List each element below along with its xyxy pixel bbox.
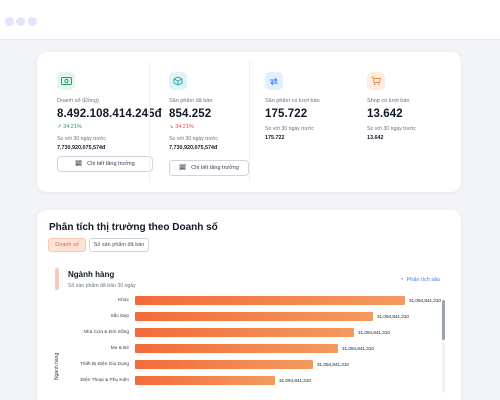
market-analysis-card: Phân tích thị trường theo Doanh số Doanh… [37, 210, 461, 400]
bar-value-label: 31,094,841,310 [342, 346, 374, 351]
growth-detail-label: Chi tiết tăng trưởng [87, 161, 135, 167]
trend-percent: 34.21% [175, 124, 194, 130]
bar-row: Khác 31,094,841,310 [47, 296, 447, 305]
stat-previous: 7,730,920,075,574đ [169, 145, 218, 151]
trend-up-icon: ↗ [57, 124, 62, 130]
bar-value-label: 31,094,841,310 [377, 314, 409, 319]
stat-value: 8.492.108.414.245đ [57, 108, 162, 120]
trend-down: ↘ 34.21% [169, 124, 194, 130]
analysis-icon: ◔ [400, 277, 404, 283]
scrollbar-thumb[interactable] [442, 300, 445, 340]
tab-products-sold[interactable]: Số sản phẩm đã bán [89, 238, 149, 252]
stat-previous: 7,730,920,075,574đ [57, 145, 106, 151]
window-dot-icon[interactable] [5, 17, 14, 26]
bar[interactable] [135, 296, 405, 305]
bar-row: Điện Thoại & Phụ Kiện 31,094,841,310 [47, 376, 447, 385]
tab-revenue[interactable]: Doanh số [48, 238, 86, 252]
stat-previous: 175.722 [265, 135, 285, 141]
bar-category-label: Khác [118, 298, 129, 303]
bar-category-label: Điện Thoại & Phụ Kiện [80, 378, 129, 383]
window-dot-icon[interactable] [16, 17, 25, 26]
stat-previous: 13.642 [367, 135, 384, 141]
stat-label: Doanh số (Đồng) [57, 98, 99, 104]
trend-up: ↗ 34.21% [57, 124, 82, 130]
stats-card: Doanh số (Đồng) 8.492.108.414.245đ ↗ 34.… [37, 52, 461, 192]
window-topbar [0, 0, 500, 40]
divider [149, 62, 150, 182]
section-title: Phân tích thị trường theo Doanh số [49, 222, 218, 233]
chart-icon: 📈︎ [75, 161, 83, 167]
stat-value: 854.252 [169, 108, 212, 120]
bar-category-label: Thiết Bị Điện Gia Dụng [79, 362, 129, 367]
bar-row: Mẹ & Bé 31,094,841,310 [47, 344, 447, 353]
category-accent [55, 268, 59, 290]
stat-value: 175.722 [265, 108, 308, 120]
stat-revenue: Doanh số (Đồng) 8.492.108.414.245đ ↗ 34.… [37, 52, 162, 192]
bar[interactable] [135, 344, 338, 353]
bar-category-label: Mẹ & Bé [110, 346, 129, 351]
bar-value-label: 31,094,841,310 [279, 378, 311, 383]
stat-value: 13.642 [367, 108, 403, 120]
money-icon [57, 72, 75, 90]
divider [249, 62, 250, 182]
growth-detail-label: Chi tiết tăng trưởng [191, 165, 239, 171]
growth-detail-button[interactable]: 📈︎ Chi tiết tăng trưởng [169, 160, 249, 176]
window-dot-icon[interactable] [28, 17, 37, 26]
chart-icon: 📈︎ [179, 165, 187, 171]
stat-products-with-sales: Sản phẩm có lượt bán 175.722 So với 30 n… [245, 52, 345, 192]
bar[interactable] [135, 376, 275, 385]
bar[interactable] [135, 328, 354, 337]
bar-value-label: 31,094,841,310 [358, 330, 390, 335]
stat-shops-with-sales: Shop có lượt bán 13.642 So với 30 ngày t… [347, 52, 447, 192]
stat-label: Sản phẩm có lượt bán [265, 98, 320, 104]
chart-scrollbar[interactable] [442, 300, 445, 393]
bar-row: Nhà Cửa & Đời Sống 31,094,841,310 [47, 328, 447, 337]
bar-category-label: Nhà Cửa & Đời Sống [83, 330, 129, 335]
bar-value-label: 31,094,841,310 [317, 362, 349, 367]
stat-label: Sản phẩm đã bán [169, 98, 213, 104]
bar-row: Thiết Bị Điện Gia Dụng 31,094,841,310 [47, 360, 447, 369]
bar-category-label: Sắc Đẹp [110, 314, 129, 319]
bar-row: Sắc Đẹp 31,094,841,310 [47, 312, 447, 321]
growth-detail-button[interactable]: 📈︎ Chi tiết tăng trưởng [57, 156, 153, 172]
box-icon [169, 72, 187, 90]
stat-compare: So với 30 ngày trước [367, 126, 416, 132]
bar[interactable] [135, 312, 373, 321]
bar-value-label: 31,094,841,310 [409, 298, 441, 303]
deep-analysis-link[interactable]: ◔ Phân tích sâu [400, 277, 440, 283]
category-bar-chart: Khác 31,094,841,310 Sắc Đẹp 31,094,841,310 N… [47, 296, 447, 400]
trend-down-icon: ↘ [169, 124, 174, 130]
bar[interactable] [135, 360, 313, 369]
stat-label: Shop có lượt bán [367, 98, 410, 104]
stat-compare: So với 30 ngày trước [169, 136, 218, 142]
trend-percent: 34.21% [63, 124, 82, 130]
stat-products-sold: Sản phẩm đã bán 854.252 ↘ 34.21% So với … [149, 52, 249, 192]
category-title: Ngành hàng [68, 270, 115, 279]
cart-icon [367, 72, 385, 90]
transfer-icon [265, 72, 283, 90]
category-subtitle: Số sản phẩm đã bán 30 ngày [68, 283, 136, 289]
stat-compare: So với 30 ngày trước [265, 126, 314, 132]
stat-compare: So với 30 ngày trước [57, 136, 106, 142]
deep-analysis-label: Phân tích sâu [406, 277, 441, 283]
y-axis-label: Ngành hàng [54, 352, 60, 380]
